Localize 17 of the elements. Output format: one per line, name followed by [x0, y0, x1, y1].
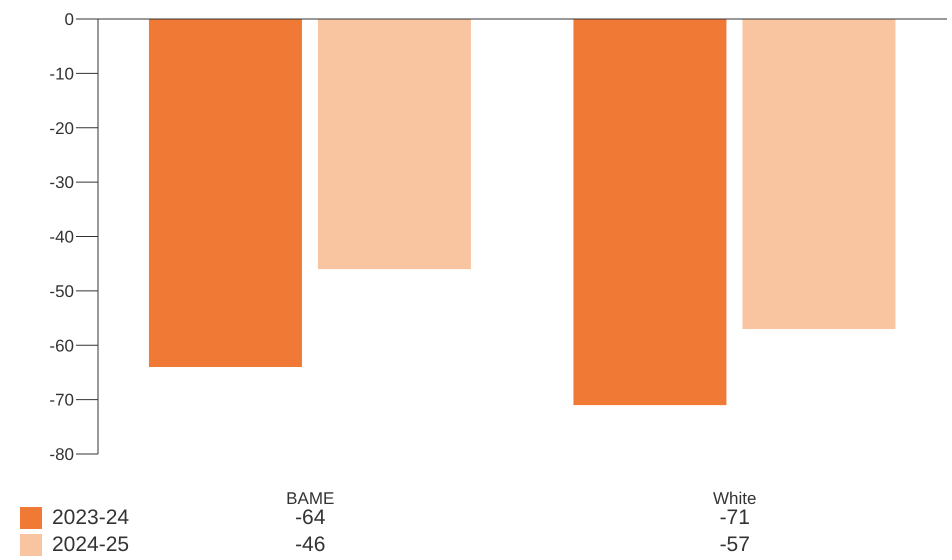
legend-label: 2024-25 — [52, 533, 130, 557]
y-tick-label: -50 — [49, 282, 74, 301]
y-tick-label: -10 — [49, 64, 74, 84]
y-tick-label: -60 — [49, 336, 74, 356]
legend-label: 2023-24 — [52, 506, 130, 530]
x-tick-label: BAME — [286, 489, 334, 508]
data-label: -64 — [294, 506, 326, 530]
y-tick-label: -30 — [49, 173, 74, 192]
data-label: -46 — [294, 533, 326, 557]
data-label: -71 — [718, 506, 751, 530]
y-tick-label: -20 — [49, 118, 74, 138]
y-tick-label: -80 — [49, 445, 74, 464]
y-tick-label: 0 — [64, 10, 74, 30]
x-tick-label: White — [713, 489, 756, 508]
data-label: -57 — [718, 533, 751, 557]
y-tick-label: -40 — [49, 228, 74, 247]
y-tick-label: -70 — [49, 390, 74, 410]
